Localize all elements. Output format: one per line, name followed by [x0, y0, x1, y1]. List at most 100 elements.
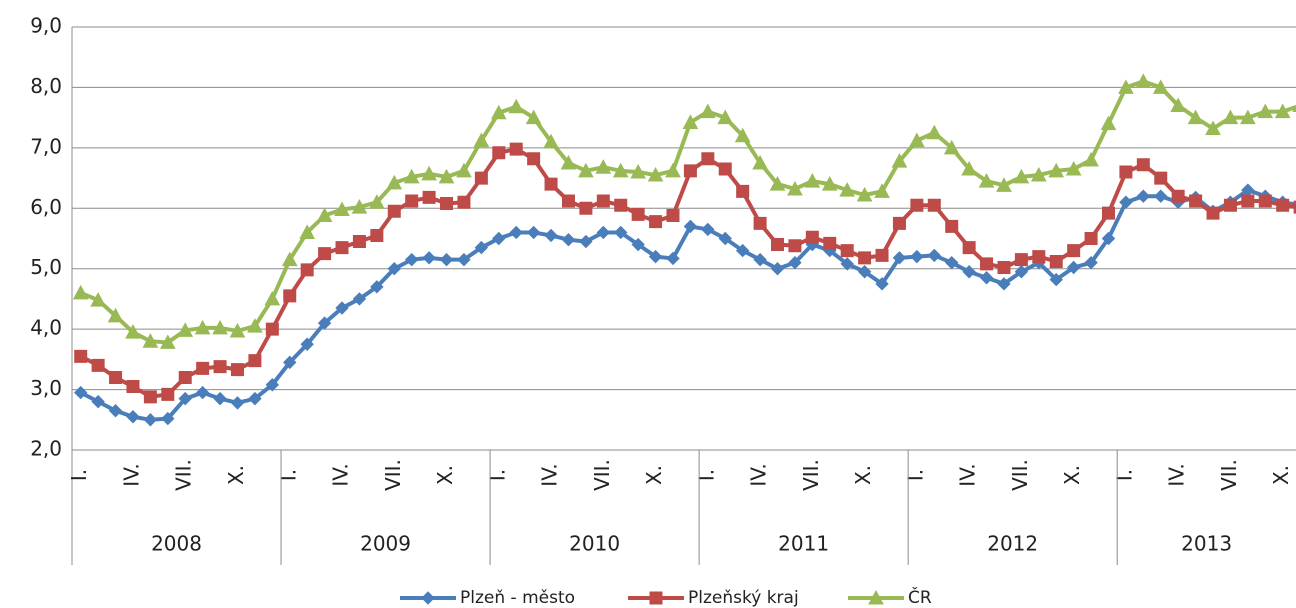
x-tick-label: I.	[276, 469, 300, 481]
marker	[699, 103, 716, 119]
marker	[386, 174, 403, 190]
marker	[683, 219, 698, 234]
marker	[840, 244, 854, 258]
marker	[579, 201, 593, 215]
marker	[927, 248, 941, 263]
marker	[109, 370, 123, 384]
marker	[525, 109, 542, 125]
marker	[1014, 253, 1028, 267]
marker	[753, 216, 767, 230]
marker	[717, 109, 734, 125]
marker	[421, 165, 437, 181]
marker	[1067, 244, 1081, 258]
y-tick-label: 7,0	[30, 134, 62, 158]
marker	[1171, 189, 1185, 203]
marker	[1065, 160, 1082, 176]
marker	[840, 257, 854, 271]
x-tick-label: X.	[1269, 465, 1293, 485]
marker	[927, 198, 941, 212]
marker	[265, 322, 279, 336]
year-label: 2013	[1181, 532, 1232, 556]
marker	[1066, 260, 1081, 275]
marker	[1049, 272, 1063, 287]
marker	[875, 248, 889, 262]
marker	[631, 237, 645, 252]
marker	[177, 322, 194, 337]
marker	[108, 404, 123, 418]
marker	[178, 370, 192, 384]
y-tick-label: 8,0	[30, 74, 62, 98]
marker	[788, 239, 802, 253]
marker	[195, 385, 210, 400]
marker	[875, 277, 889, 291]
marker	[300, 263, 314, 277]
x-tick-label: I.	[694, 469, 718, 481]
marker	[544, 228, 558, 243]
x-tick-label: IV.	[956, 463, 980, 486]
marker	[474, 171, 488, 185]
marker	[1258, 194, 1272, 208]
marker	[595, 159, 612, 174]
x-tick-label: I.	[1112, 469, 1136, 481]
marker	[945, 219, 959, 233]
marker	[1014, 265, 1029, 279]
marker	[1276, 198, 1290, 212]
x-tick-label: VII.	[1217, 459, 1241, 491]
x-tick-label: IV.	[538, 463, 562, 486]
marker	[265, 378, 280, 392]
marker	[283, 355, 297, 370]
y-tick-label: 6,0	[30, 195, 62, 219]
marker	[161, 387, 175, 401]
marker	[440, 196, 454, 210]
marker	[422, 190, 436, 204]
marker	[1101, 206, 1115, 220]
legend-marker	[649, 591, 663, 605]
marker	[596, 194, 610, 208]
marker	[1136, 158, 1150, 172]
marker	[804, 173, 821, 188]
marker	[91, 358, 105, 372]
marker	[579, 234, 593, 249]
marker	[682, 114, 699, 129]
x-tick-label: X.	[1060, 465, 1084, 485]
marker	[1170, 97, 1187, 113]
marker	[178, 391, 192, 406]
y-tick-label: 3,0	[30, 376, 62, 400]
marker	[857, 265, 872, 279]
marker	[527, 152, 541, 166]
marker	[614, 198, 628, 212]
marker	[735, 243, 750, 258]
x-tick-label: VII.	[590, 459, 614, 491]
marker	[753, 252, 767, 267]
x-tick-label: IV.	[747, 463, 771, 486]
marker	[909, 132, 925, 148]
marker	[230, 396, 245, 410]
marker	[961, 160, 977, 176]
marker	[561, 194, 575, 208]
marker	[457, 252, 471, 267]
legend-label: ČR	[908, 586, 932, 608]
marker	[1030, 166, 1047, 182]
marker	[962, 241, 976, 255]
marker	[560, 154, 577, 170]
marker	[143, 413, 158, 427]
marker	[1013, 168, 1030, 184]
y-tick-label: 2,0	[30, 437, 62, 461]
marker	[72, 284, 89, 300]
marker	[821, 176, 838, 191]
marker	[438, 168, 455, 184]
marker	[910, 198, 924, 212]
marker	[544, 177, 558, 191]
marker	[299, 224, 316, 239]
x-tick-label: X.	[851, 465, 875, 485]
marker	[492, 231, 506, 246]
marker	[143, 390, 157, 404]
marker	[508, 98, 525, 114]
marker	[858, 251, 872, 265]
marker	[334, 201, 350, 216]
marker	[1118, 79, 1134, 94]
marker	[771, 238, 785, 252]
marker	[316, 207, 333, 223]
year-label: 2009	[360, 532, 411, 556]
